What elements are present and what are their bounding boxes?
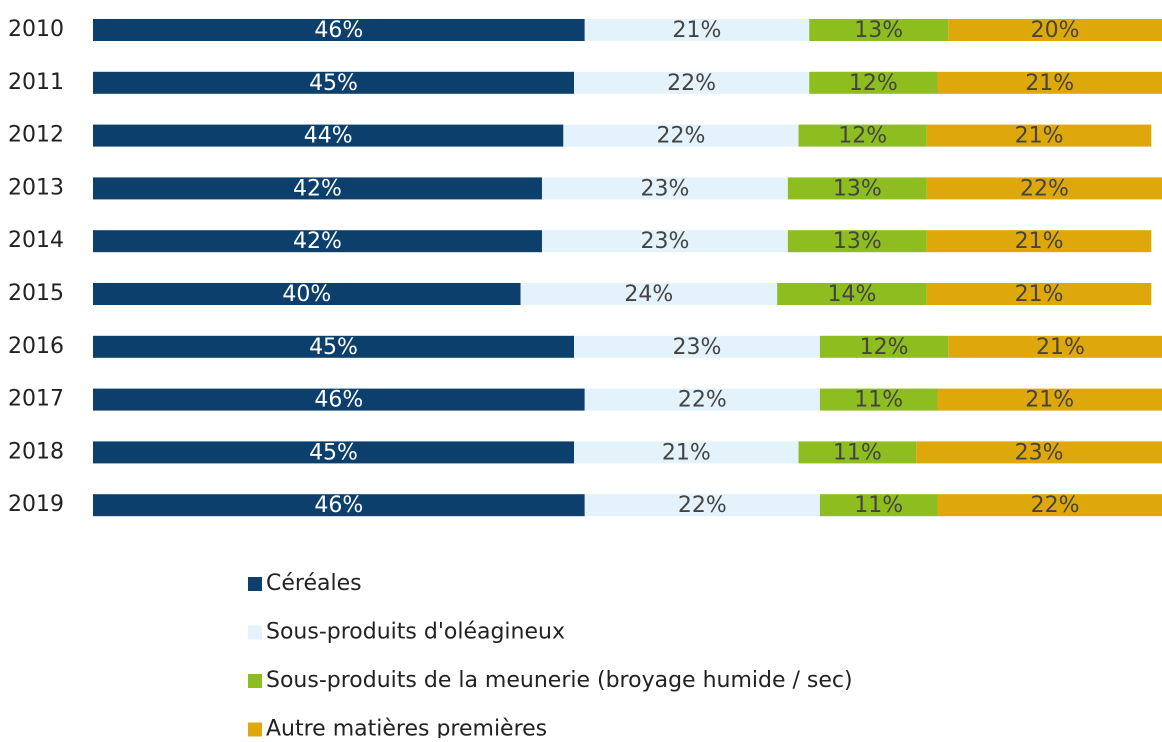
data-label: 13% xyxy=(854,18,903,43)
data-label: 21% xyxy=(1015,124,1064,149)
data-label: 23% xyxy=(673,335,722,360)
bar-segment xyxy=(798,441,917,464)
bar-segment xyxy=(93,230,542,253)
data-label: 20% xyxy=(1031,18,1080,43)
y-tick-label: 2010 xyxy=(8,17,64,42)
bar-segment xyxy=(574,441,799,464)
bar-segment xyxy=(948,19,1162,41)
bar-segment xyxy=(777,283,927,305)
bar-segment xyxy=(948,335,1162,358)
bar-segment xyxy=(819,335,949,358)
legend-label: Sous-produits de la meunerie (broyage hu… xyxy=(266,668,853,693)
legend-swatch xyxy=(248,625,262,640)
data-label: 11% xyxy=(854,388,903,413)
data-label: 23% xyxy=(640,176,689,201)
bar-segment xyxy=(520,283,778,305)
bar-segment xyxy=(937,71,1162,94)
bar-segment xyxy=(937,494,1162,517)
data-label: 21% xyxy=(1015,282,1064,307)
bar-segment xyxy=(541,177,788,200)
data-label: 22% xyxy=(678,388,727,413)
bar-segment xyxy=(584,19,810,41)
bar-segment xyxy=(93,19,585,41)
legend-swatch xyxy=(248,674,262,688)
data-label: 46% xyxy=(314,388,363,413)
data-label: 45% xyxy=(309,71,358,96)
data-label: 21% xyxy=(662,440,711,465)
bar-segment xyxy=(93,494,585,517)
y-tick-label: 2017 xyxy=(8,387,64,412)
bar-segment xyxy=(819,494,938,517)
bar-segment xyxy=(93,177,542,200)
bar-segment xyxy=(916,441,1162,464)
legend-swatch xyxy=(248,722,262,737)
data-label: 40% xyxy=(282,282,331,307)
data-label: 44% xyxy=(304,124,353,149)
bar-segment xyxy=(798,124,927,147)
data-label: 12% xyxy=(838,124,887,149)
data-label: 22% xyxy=(1031,493,1080,518)
bar-segment xyxy=(93,388,585,411)
data-label: 23% xyxy=(1015,440,1064,465)
bar-segment xyxy=(574,71,810,94)
legend-swatch xyxy=(248,577,262,591)
bar-segment xyxy=(926,177,1162,200)
y-tick-label: 2012 xyxy=(8,123,64,148)
legend-label: Sous-produits d'oléagineux xyxy=(266,620,565,645)
bar-segment xyxy=(584,494,820,517)
y-tick-label: 2018 xyxy=(8,439,64,464)
bar-segment xyxy=(809,19,949,41)
data-label: 24% xyxy=(624,282,673,307)
y-tick-label: 2014 xyxy=(8,228,64,253)
data-label: 22% xyxy=(656,124,705,149)
bar-segment xyxy=(93,283,521,305)
y-tick-label: 2013 xyxy=(8,175,64,200)
data-label: 22% xyxy=(667,71,716,96)
data-label: 21% xyxy=(1015,229,1064,254)
bar-segment xyxy=(93,441,575,464)
bar-segment xyxy=(93,335,575,358)
data-label: 11% xyxy=(833,440,882,465)
legend-label: Autre matières premières xyxy=(266,717,547,739)
data-label: 21% xyxy=(1036,335,1085,360)
data-label: 13% xyxy=(833,176,882,201)
data-label: 11% xyxy=(854,493,903,518)
y-tick-label: 2011 xyxy=(8,70,64,95)
bar-segment xyxy=(937,388,1162,411)
bar-segment xyxy=(93,71,575,94)
data-label: 12% xyxy=(860,335,909,360)
data-label: 14% xyxy=(828,282,877,307)
data-label: 46% xyxy=(314,18,363,43)
y-tick-label: 2015 xyxy=(8,281,64,306)
data-label: 42% xyxy=(293,229,342,254)
data-label: 13% xyxy=(833,229,882,254)
data-label: 22% xyxy=(678,493,727,518)
bar-segment xyxy=(809,71,938,94)
bar-segment xyxy=(584,388,820,411)
data-label: 22% xyxy=(1020,176,1069,201)
bar-segment xyxy=(819,388,938,411)
bar-segment xyxy=(787,230,927,253)
bar-segment xyxy=(926,230,1152,253)
data-label: 45% xyxy=(309,440,358,465)
bar-segment xyxy=(563,124,799,147)
data-label: 45% xyxy=(309,335,358,360)
data-label: 21% xyxy=(673,18,722,43)
data-label: 21% xyxy=(1025,388,1074,413)
data-label: 12% xyxy=(849,71,898,96)
data-label: 42% xyxy=(293,176,342,201)
legend-label: Céréales xyxy=(266,571,362,596)
bar-segment xyxy=(787,177,927,200)
bar-segment xyxy=(574,335,820,358)
data-label: 23% xyxy=(640,229,689,254)
y-tick-label: 2019 xyxy=(8,492,64,517)
bar-segment xyxy=(926,124,1152,147)
bar-segment xyxy=(93,124,564,147)
data-label: 46% xyxy=(314,493,363,518)
data-label: 21% xyxy=(1025,71,1074,96)
bar-segment xyxy=(926,283,1152,305)
bar-segment xyxy=(541,230,788,253)
y-tick-label: 2016 xyxy=(8,334,64,359)
